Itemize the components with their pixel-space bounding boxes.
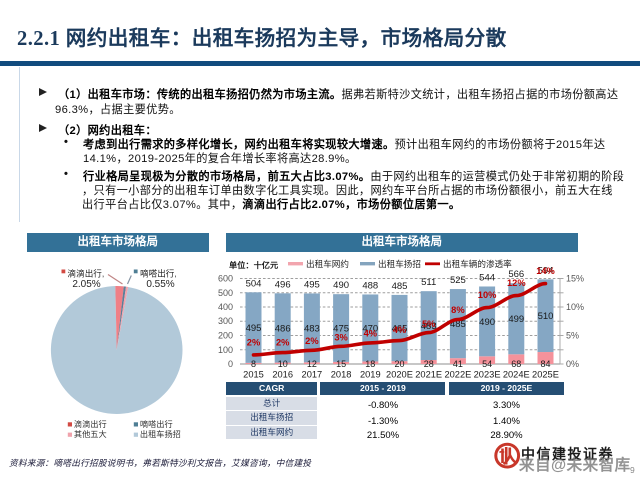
svg-text:2021E: 2021E [415,370,442,380]
svg-text:485: 485 [450,319,466,330]
svg-text:0: 0 [228,359,233,369]
svg-text:483: 483 [304,323,320,334]
svg-text:483: 483 [421,321,437,332]
svg-text:8: 8 [251,359,256,369]
svg-text:465: 465 [392,323,408,334]
svg-text:嘀嗒出行,: 嘀嗒出行, [140,268,177,279]
svg-text:2015: 2015 [243,370,264,380]
svg-text:出租车扬招: 出租车扬招 [140,429,181,439]
svg-text:2%: 2% [305,336,319,346]
svg-text:510: 510 [538,311,554,322]
svg-text:滴滴出行,: 滴滴出行, [68,268,105,279]
svg-text:2022E: 2022E [444,370,471,380]
svg-text:10: 10 [278,359,288,369]
svg-text:4%: 4% [364,328,378,338]
svg-text:15%: 15% [566,274,584,284]
svg-text:嘀嗒出行: 嘀嗒出行 [140,419,173,429]
svg-text:504: 504 [246,278,262,289]
svg-text:滴滴出行: 滴滴出行 [74,419,107,429]
svg-text:525: 525 [450,275,466,286]
svg-text:475: 475 [333,323,349,334]
svg-text:28: 28 [424,359,434,369]
svg-text:2023E: 2023E [474,370,501,380]
svg-text:2%: 2% [247,337,261,347]
svg-text:566: 566 [508,269,524,280]
svg-text:2024E: 2024E [503,370,530,380]
svg-text:2016: 2016 [272,370,293,380]
svg-text:54: 54 [482,359,492,369]
svg-text:490: 490 [479,317,495,328]
svg-text:12%: 12% [507,278,526,288]
svg-text:3%: 3% [334,333,348,343]
svg-text:20: 20 [394,359,404,369]
svg-text:594: 594 [538,265,554,276]
svg-text:其他五大: 其他五大 [74,429,107,439]
svg-text:出租车辆的渗透率: 出租车辆的渗透率 [443,258,512,269]
svg-text:2%: 2% [276,338,290,348]
svg-text:2018: 2018 [331,370,352,380]
svg-text:41: 41 [453,359,463,369]
svg-text:200: 200 [218,331,233,341]
svg-text:486: 486 [275,323,291,334]
svg-text:544: 544 [479,273,495,284]
svg-text:10%: 10% [566,302,584,312]
svg-text:488: 488 [362,281,378,292]
svg-text:68: 68 [511,359,521,369]
svg-text:14%: 14% [536,266,555,276]
svg-text:0%: 0% [566,359,579,369]
svg-text:496: 496 [275,279,291,290]
svg-text:490: 490 [333,280,349,291]
svg-text:470: 470 [362,323,378,334]
svg-text:12: 12 [307,359,317,369]
svg-text:2020E: 2020E [386,370,413,380]
svg-text:300: 300 [218,316,233,326]
svg-text:5%: 5% [422,319,436,329]
svg-text:84: 84 [540,359,550,369]
svg-text:500: 500 [218,288,233,298]
svg-text:485: 485 [392,281,408,292]
svg-text:5%: 5% [566,331,579,341]
svg-text:8%: 8% [451,305,465,315]
svg-text:511: 511 [421,277,436,288]
svg-text:15: 15 [336,359,346,369]
svg-text:495: 495 [246,323,262,334]
svg-text:2017: 2017 [302,370,323,380]
svg-text:10%: 10% [478,290,497,300]
svg-text:出租车网约: 出租车网约 [306,258,349,269]
svg-text:499: 499 [508,314,524,325]
svg-text:0.55%: 0.55% [146,279,174,290]
svg-text:2.05%: 2.05% [72,279,100,290]
svg-text:400: 400 [218,302,233,312]
svg-text:495: 495 [304,280,320,291]
svg-text:2019: 2019 [360,370,381,380]
svg-text:2025E: 2025E [532,370,559,380]
svg-text:4%: 4% [393,325,407,335]
svg-text:600: 600 [218,274,233,284]
svg-text:出租车扬招: 出租车扬招 [378,258,421,269]
svg-text:18: 18 [365,359,375,369]
svg-text:100: 100 [218,345,233,355]
